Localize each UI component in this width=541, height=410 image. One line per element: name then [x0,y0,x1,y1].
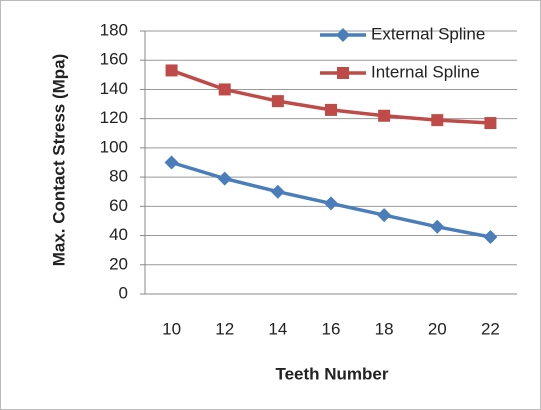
point [325,103,337,116]
point [270,184,285,199]
point [378,109,391,122]
legend-label: Internal Spline [371,62,480,81]
point [164,155,179,170]
point [218,83,231,96]
legend-marker [336,28,350,42]
x-tick-label: 10 [162,319,181,338]
x-tick-label: 14 [268,319,287,338]
x-tick-label: 22 [481,319,500,338]
y-tick-label: 20 [109,254,128,273]
x-tick-label: 16 [322,319,341,338]
point [430,219,445,234]
legend-label: External Spline [371,24,485,43]
legend-marker [337,67,349,79]
x-tick-label: 20 [428,319,447,338]
y-tick-label: 160 [100,50,128,69]
y-tick-label: 100 [100,137,128,156]
point [324,196,338,211]
y-tick-label: 180 [100,20,128,39]
y-tick-label: 0 [119,283,128,302]
x-tick-label: 18 [375,319,394,338]
point [377,208,392,223]
point [484,117,497,130]
point [271,95,284,108]
y-tick-label: 120 [100,108,128,127]
point [217,171,232,186]
y-tick-label: 60 [109,196,128,215]
point [431,114,444,127]
x-axis-title: Teeth Number [275,364,388,383]
x-tick-label: 12 [215,319,234,338]
y-tick-label: 140 [100,79,128,98]
point [165,64,178,77]
point [483,230,498,245]
y-tick-label: 40 [109,225,128,244]
y-tick-label: 80 [109,167,128,186]
y-axis-title: Max. Contact Stress (Mpa) [49,54,68,267]
